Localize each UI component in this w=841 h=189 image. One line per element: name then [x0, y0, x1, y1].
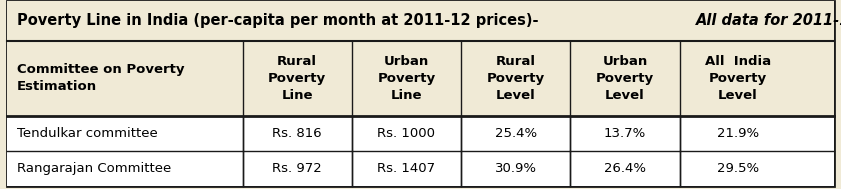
Text: Committee on Poverty
Estimation: Committee on Poverty Estimation: [17, 64, 184, 93]
Text: 29.5%: 29.5%: [717, 162, 759, 175]
Text: Rs. 1407: Rs. 1407: [378, 162, 436, 175]
Text: Rs. 972: Rs. 972: [272, 162, 322, 175]
Bar: [7, 151, 834, 186]
Bar: [7, 1, 834, 41]
Text: Urban
Poverty
Level: Urban Poverty Level: [595, 55, 654, 102]
Text: Rs. 816: Rs. 816: [272, 127, 322, 140]
Text: All  India
Poverty
Level: All India Poverty Level: [705, 55, 771, 102]
Text: Rural
Poverty
Level: Rural Poverty Level: [487, 55, 545, 102]
Text: 21.9%: 21.9%: [717, 127, 759, 140]
Bar: [7, 41, 834, 116]
Text: 25.4%: 25.4%: [495, 127, 537, 140]
Text: 13.7%: 13.7%: [604, 127, 646, 140]
Text: Tendulkar committee: Tendulkar committee: [17, 127, 157, 140]
Text: All data for 2011-12: All data for 2011-12: [696, 13, 841, 28]
Text: 30.9%: 30.9%: [495, 162, 537, 175]
Bar: [7, 116, 834, 151]
Text: Poverty Line in India (per-capita per month at 2011-12 prices)-: Poverty Line in India (per-capita per mo…: [17, 13, 543, 28]
Text: Rangarajan Committee: Rangarajan Committee: [17, 162, 171, 175]
Text: Rural
Poverty
Line: Rural Poverty Line: [268, 55, 326, 102]
Text: 26.4%: 26.4%: [604, 162, 646, 175]
Text: Urban
Poverty
Line: Urban Poverty Line: [378, 55, 436, 102]
Text: Rs. 1000: Rs. 1000: [378, 127, 436, 140]
